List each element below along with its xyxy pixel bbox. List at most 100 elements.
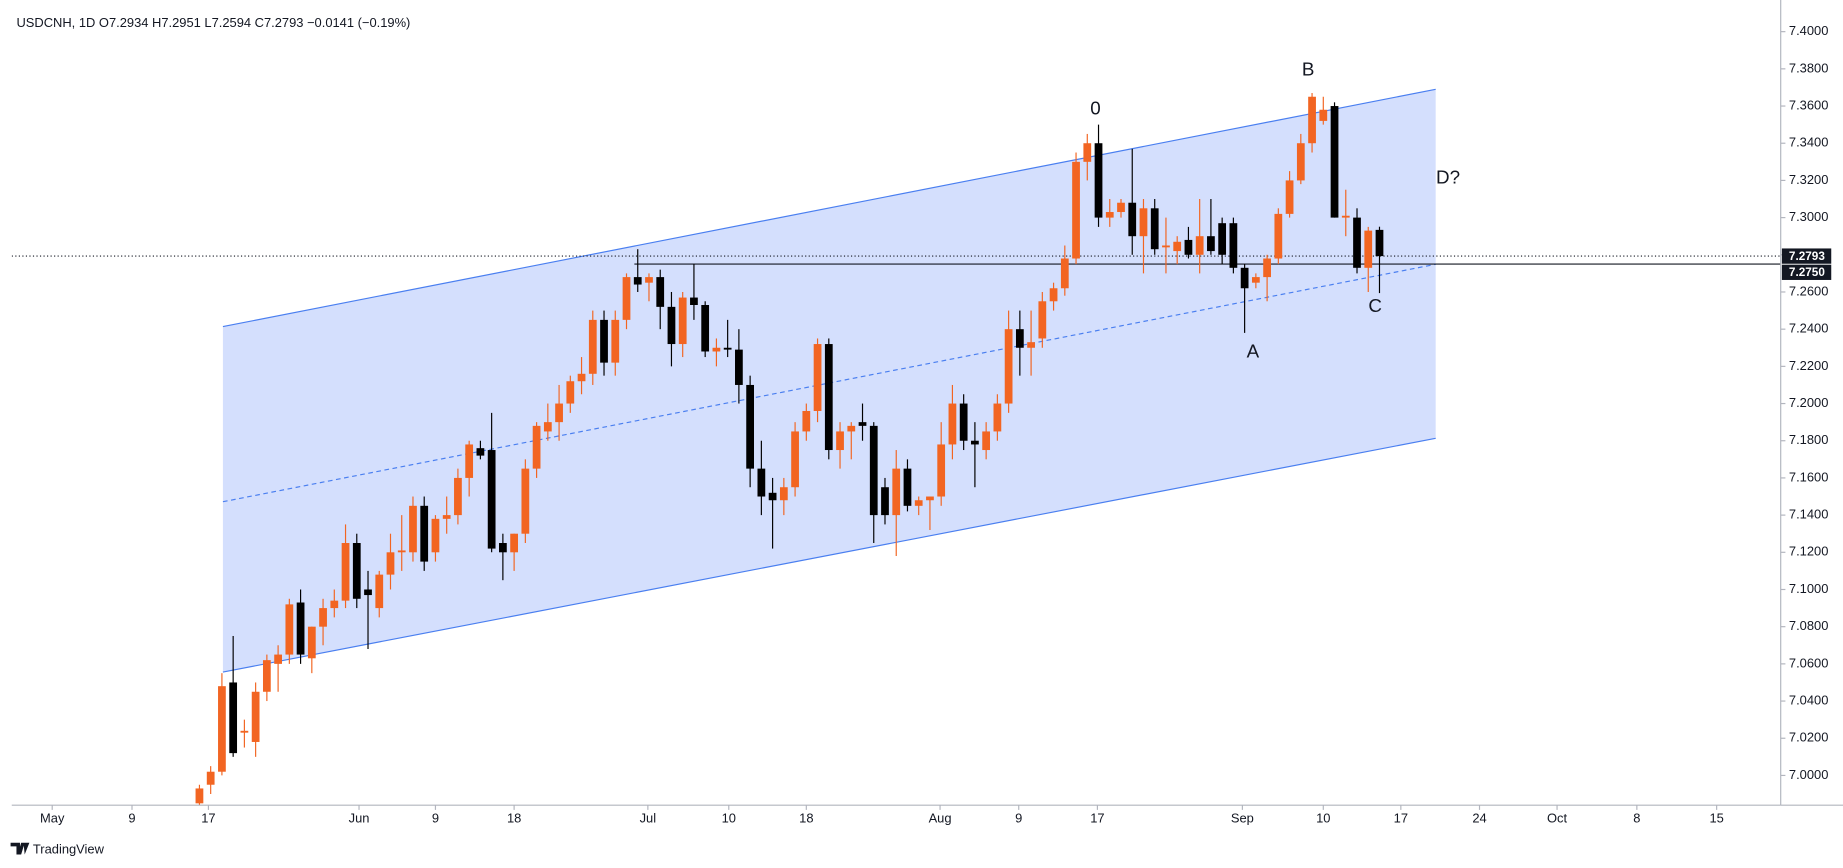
y-tick-label: 7.3000: [1789, 209, 1828, 224]
candle-body: [1207, 236, 1215, 252]
candle-body: [881, 487, 889, 516]
candle-body: [948, 403, 957, 445]
candle-body: [341, 543, 350, 601]
y-tick-label: 7.3200: [1789, 172, 1828, 187]
candle-body: [555, 403, 563, 423]
y-tick-label: 7.2600: [1789, 283, 1828, 298]
candle-body: [1128, 202, 1137, 237]
candle-body: [735, 349, 743, 385]
candle-body: [1072, 161, 1080, 259]
candle-body: [229, 682, 238, 754]
candle-body: [1173, 241, 1182, 252]
y-tick-label: 7.1600: [1789, 469, 1828, 484]
x-tick-label: 10: [1316, 811, 1330, 826]
x-tick-label: 18: [799, 811, 813, 826]
candle-body: [499, 543, 507, 553]
candle-body: [285, 604, 294, 655]
footer: TradingView: [33, 841, 105, 856]
candle-body: [206, 771, 215, 785]
candle-body: [577, 373, 586, 382]
candle-body: [903, 468, 912, 506]
candle-body: [566, 381, 575, 404]
candle-body: [622, 277, 631, 320]
candle-body: [1004, 329, 1013, 404]
candle-body: [802, 410, 811, 432]
x-tick-label: Aug: [929, 811, 952, 826]
x-tick-label: 15: [1709, 811, 1723, 826]
candle-body: [521, 468, 530, 534]
annotation: 0: [1090, 97, 1100, 118]
x-tick-label: 17: [1394, 811, 1408, 826]
candle-body: [1375, 229, 1384, 257]
candle-body: [274, 654, 282, 664]
candle-body: [1296, 143, 1305, 181]
candle-body: [1049, 288, 1058, 302]
candle-body: [476, 448, 485, 456]
x-tick-label: 9: [128, 811, 135, 826]
annotation: C: [1368, 295, 1382, 316]
candle-body: [442, 515, 451, 519]
candle-body: [1150, 208, 1159, 250]
candle-body: [195, 788, 204, 804]
candle-body: [1038, 301, 1047, 339]
candle-body: [847, 425, 856, 432]
candle-body: [723, 347, 732, 350]
annotation: B: [1302, 59, 1315, 80]
candle-body: [959, 403, 968, 441]
candle-body: [892, 468, 901, 516]
x-tick-label: 17: [1090, 811, 1104, 826]
channel-lower: [222, 437, 1436, 673]
candle-body: [465, 444, 474, 478]
candle-body: [633, 277, 642, 285]
candle-body: [1229, 223, 1238, 268]
candle-body: [543, 422, 552, 432]
candle-body: [1105, 212, 1114, 218]
candle-body: [1015, 329, 1024, 348]
y-tick-label: 7.0600: [1789, 655, 1828, 670]
candle-body: [678, 297, 687, 345]
candle-body: [791, 431, 799, 488]
candle-body: [454, 477, 462, 516]
candle-body: [409, 505, 417, 553]
candle-body: [532, 425, 541, 469]
y-tick-label: 7.0200: [1789, 730, 1828, 745]
candle-body: [779, 487, 788, 501]
candle-body: [1308, 96, 1316, 144]
candle-body: [1162, 245, 1170, 248]
candle-body: [386, 552, 395, 575]
candle-body: [352, 543, 361, 599]
x-tick-label: 17: [201, 811, 215, 826]
candle-body: [1083, 143, 1092, 162]
y-tick-label: 7.4000: [1789, 23, 1828, 38]
logo: [10, 842, 30, 855]
candle-body: [1027, 342, 1035, 348]
candle-body: [1094, 143, 1103, 218]
candle-body: [319, 608, 327, 627]
x-tick-label: 9: [432, 811, 439, 826]
candle-body: [926, 496, 934, 501]
candle-body: [824, 344, 833, 451]
candle-body: [858, 422, 867, 426]
candle-body: [813, 344, 822, 411]
y-tick-label: 7.2400: [1789, 321, 1828, 336]
candle-body: [993, 403, 1002, 432]
candle-body: [746, 384, 755, 469]
channel-upper: [222, 88, 1436, 328]
candle-body: [1319, 109, 1328, 121]
candle-body: [330, 600, 339, 609]
candle-body: [757, 468, 766, 497]
candle-body: [1341, 215, 1350, 218]
candle-body: [971, 440, 979, 445]
candle-body: [1184, 239, 1193, 255]
candle-body: [1263, 258, 1271, 278]
x-tick-label: Oct: [1547, 811, 1567, 826]
candle-body: [307, 626, 316, 659]
candle-body: [487, 450, 496, 549]
candle-body: [375, 574, 384, 609]
candle-body: [510, 533, 518, 553]
y-tick-label: 7.0000: [1789, 767, 1828, 782]
price-label: 7.2750: [1789, 266, 1825, 279]
candle-body: [914, 500, 923, 506]
y-tick-label: 7.1200: [1789, 544, 1828, 559]
